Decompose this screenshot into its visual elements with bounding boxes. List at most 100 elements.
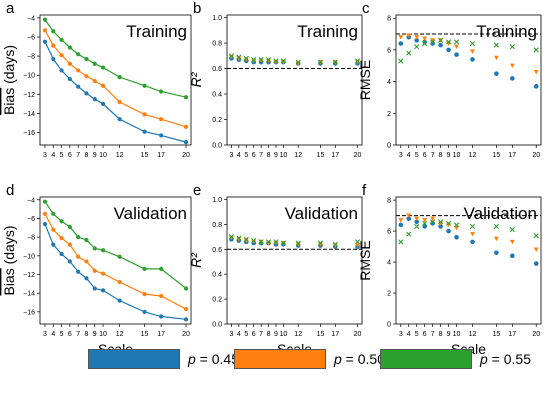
data-point: [453, 222, 460, 228]
data-point: [295, 240, 301, 246]
data-point: [265, 239, 272, 245]
data-point: [273, 58, 279, 64]
x-tick-label: 6: [423, 331, 427, 338]
x-tick-label: 15: [141, 331, 149, 338]
data-point: [228, 234, 235, 240]
panel-letter: c: [362, 0, 370, 17]
y-axis-label-overlined: Bias: [1, 88, 17, 115]
data-point: [159, 117, 164, 122]
data-point: [398, 41, 404, 46]
x-tick-label: 17: [331, 152, 339, 159]
data-point: [258, 239, 264, 245]
x-tick-label: 3: [43, 152, 47, 159]
data-point: [422, 218, 428, 223]
x-tick-label: 7: [259, 331, 263, 338]
y-tick-label: −4: [27, 197, 35, 204]
data-point: [406, 231, 412, 237]
y-tick-label: −6: [27, 34, 35, 41]
data-point: [430, 39, 436, 45]
x-tick-label: 10: [99, 152, 107, 159]
data-point: [469, 223, 476, 230]
data-point: [84, 74, 89, 79]
data-point: [438, 42, 443, 48]
x-tick-label: 17: [508, 152, 516, 159]
series-p-0-55: [228, 53, 361, 65]
data-point: [51, 29, 56, 34]
data-point: [493, 42, 499, 48]
data-point: [280, 58, 286, 64]
x-tick-label: 9: [93, 152, 97, 159]
x-tick-label: 3: [399, 152, 403, 159]
x-tick-label: 10: [99, 331, 107, 338]
x-tick-label: 4: [51, 152, 55, 159]
y-tick-label: 0.6: [212, 66, 222, 73]
x-tick-label: 8: [267, 331, 271, 338]
x-tick-label: 8: [267, 152, 271, 159]
data-point: [243, 57, 249, 62]
x-tick-label: 3: [399, 331, 403, 338]
x-tick-label: 4: [407, 331, 411, 338]
y-tick-label: 1.0: [212, 197, 222, 204]
data-point: [422, 40, 428, 47]
panel-letter: d: [6, 182, 14, 199]
series-p-0-50: [42, 211, 189, 312]
y-tick-label: 2: [387, 111, 391, 118]
data-point: [183, 306, 189, 312]
data-point: [414, 38, 420, 43]
legend-label-p050: p = 0.50: [334, 351, 385, 367]
data-point: [438, 37, 444, 43]
y-tick-label: 0: [387, 143, 391, 150]
legend-label-p055: p = 0.55: [480, 351, 531, 367]
x-tick-label: 6: [252, 152, 256, 159]
x-tick-label: 6: [423, 152, 427, 159]
data-point: [355, 243, 360, 248]
data-point: [67, 259, 72, 264]
x-tick-label: 12: [116, 331, 124, 338]
data-point: [67, 76, 72, 82]
data-point: [533, 233, 539, 239]
data-point: [446, 228, 451, 234]
data-point: [236, 54, 242, 60]
data-point: [42, 211, 48, 216]
y-tick-label: −6: [27, 216, 35, 223]
y-tick-label: 2: [387, 291, 391, 298]
y-tick-label: 8: [387, 16, 391, 23]
x-tick-label: 12: [294, 331, 302, 338]
y-tick-label: 0.2: [212, 297, 222, 304]
series-p-0-45: [229, 56, 360, 66]
y-tick-label: 4: [387, 79, 391, 86]
data-point: [59, 219, 64, 224]
data-point: [406, 213, 412, 218]
y-tick-label: −14: [23, 111, 35, 118]
data-point: [265, 57, 272, 63]
x-tick-label: 7: [76, 331, 80, 338]
data-point: [533, 261, 539, 266]
data-point: [76, 269, 81, 274]
x-tick-label: 7: [431, 152, 435, 159]
data-point: [76, 84, 81, 89]
y-axis-label: RMSE: [357, 60, 373, 100]
y-tick-label: 6: [387, 47, 391, 54]
plot-frame: [39, 196, 192, 325]
x-tick-label: 4: [51, 331, 55, 338]
plot-frame: [226, 14, 363, 146]
data-point: [406, 33, 412, 38]
panel-title: Validation: [285, 204, 358, 223]
data-point: [229, 235, 234, 241]
data-point: [59, 251, 64, 257]
data-point: [454, 44, 459, 50]
data-point: [42, 28, 48, 33]
x-tick-label: 9: [447, 331, 451, 338]
y-tick-label: 0.4: [212, 272, 222, 279]
panel-d: d Validation 3 4 5 6 7 8 9 10 12 15 17 20 −4 −6 −8 −10 −12…: [1, 182, 192, 357]
data-point: [438, 219, 444, 225]
data-point: [273, 60, 279, 65]
data-point: [229, 54, 234, 60]
series-p-0-55: [228, 234, 361, 247]
series-p-0-45: [398, 34, 539, 89]
legend-label-p045: p = 0.45: [188, 351, 239, 367]
y-axis-label: RMSE: [357, 240, 373, 280]
data-point: [142, 292, 147, 297]
